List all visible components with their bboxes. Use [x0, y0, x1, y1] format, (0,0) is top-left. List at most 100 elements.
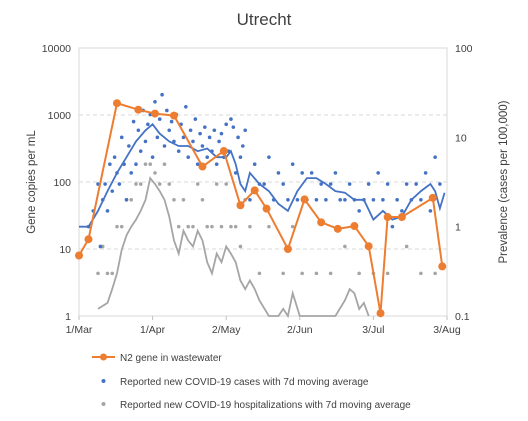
legend-cases-marker — [101, 379, 106, 383]
cases-point — [124, 197, 129, 202]
cases-point — [165, 108, 169, 113]
hospital-point — [96, 271, 100, 276]
cases-series — [79, 92, 446, 249]
cases-point — [117, 182, 122, 186]
cases-point — [438, 182, 442, 186]
cases-point — [233, 171, 238, 175]
cases-point — [295, 197, 300, 202]
y-left-axis-label: Gene copies per mL — [26, 130, 38, 234]
hospital-point — [229, 224, 233, 229]
cases-point — [381, 197, 385, 202]
cases-point — [219, 131, 224, 136]
hospital-point — [233, 224, 238, 229]
cases-point — [224, 122, 228, 127]
hospital-point — [195, 182, 200, 186]
x-tick-label: 1/Mar — [66, 324, 93, 336]
cases-point — [188, 128, 193, 133]
cases-point — [419, 197, 423, 202]
y-left-tick-label: 10000 — [42, 43, 71, 55]
cases-point — [376, 171, 380, 175]
cases-point — [328, 182, 333, 186]
cases-point — [160, 92, 164, 97]
wastewater-marker — [364, 242, 373, 251]
wastewater-line — [78, 101, 444, 314]
hospital-point — [248, 224, 252, 229]
hospital-point — [200, 197, 205, 202]
cases-point — [347, 182, 352, 186]
cases-point — [366, 182, 371, 186]
y-right-tick-label: 1 — [455, 222, 461, 234]
cases-point — [129, 171, 134, 175]
y-right-tick-labels: 0.1 1 10 100 — [455, 43, 473, 323]
cases-point — [400, 209, 404, 213]
cases-point — [138, 149, 143, 153]
hospital-average-line — [97, 176, 370, 319]
wastewater-marker — [236, 201, 245, 210]
cases-point — [169, 119, 174, 124]
wastewater-marker — [383, 213, 392, 222]
wastewater-marker — [333, 224, 342, 233]
hospital-point — [162, 162, 167, 167]
cases-point — [236, 135, 240, 140]
cases-point — [319, 182, 323, 186]
hospital-point — [214, 182, 219, 186]
hospital-point — [167, 182, 172, 186]
wastewater-marker — [283, 245, 292, 253]
cases-point — [131, 119, 136, 124]
cases-point — [143, 139, 148, 144]
cases-point — [371, 197, 376, 202]
hospital-point — [105, 271, 110, 276]
hospital-point — [357, 271, 361, 276]
cases-point — [207, 135, 212, 140]
hospitalization-series — [96, 162, 437, 319]
hospital-point — [300, 271, 304, 276]
cases-point — [205, 155, 210, 159]
cases-point — [193, 117, 198, 121]
y-right-tick-label: 0.1 — [455, 311, 470, 323]
hospital-point — [176, 224, 181, 229]
hospital-point — [186, 224, 191, 229]
hospital-point — [210, 224, 214, 229]
cases-point — [198, 131, 202, 136]
cases-point — [428, 209, 433, 213]
cases-point — [238, 155, 243, 159]
hospital-point — [157, 182, 162, 186]
legend-wastewater-label: N2 gene in wastewater — [120, 353, 222, 364]
y-left-tick-label: 10 — [59, 244, 71, 256]
hospital-point — [172, 197, 176, 202]
plot-area — [78, 47, 448, 317]
hospital-point — [419, 271, 423, 276]
y-left-tick-labels: 1 10 100 1000 10000 — [42, 43, 71, 323]
cases-point — [105, 209, 110, 213]
cases-point — [167, 128, 172, 133]
cases-point — [324, 197, 328, 202]
wastewater-marker — [350, 222, 359, 231]
wastewater-marker — [112, 99, 121, 108]
hospital-point — [343, 244, 347, 249]
wastewater-marker — [250, 186, 259, 195]
x-tick-labels: 1/Mar 1/Apr 2/May 2/Jun 3/Jul 3/Aug — [66, 316, 461, 336]
wastewater-marker — [438, 262, 447, 271]
wastewater-series — [75, 99, 447, 318]
cases-point — [314, 197, 319, 202]
cases-point — [203, 125, 207, 129]
hospital-point — [153, 171, 157, 175]
wastewater-marker — [219, 147, 228, 156]
hospital-point — [224, 182, 228, 186]
cases-point — [433, 155, 437, 159]
wastewater-marker — [198, 162, 207, 171]
cases-point — [395, 197, 399, 202]
x-tick-label: 2/Jun — [287, 324, 313, 336]
cases-point — [112, 155, 117, 159]
cases-point — [181, 135, 186, 140]
wastewater-marker — [75, 251, 83, 260]
hospital-point — [257, 271, 262, 276]
hospital-point — [219, 224, 224, 229]
wastewater-marker — [262, 204, 271, 213]
wastewater-marker — [397, 213, 406, 222]
cases-point — [423, 171, 428, 175]
y-left-tick-label: 1 — [65, 311, 71, 323]
wastewater-marker — [150, 109, 159, 118]
y-right-tick-label: 100 — [455, 43, 473, 55]
legend-hospital-marker — [101, 402, 106, 406]
